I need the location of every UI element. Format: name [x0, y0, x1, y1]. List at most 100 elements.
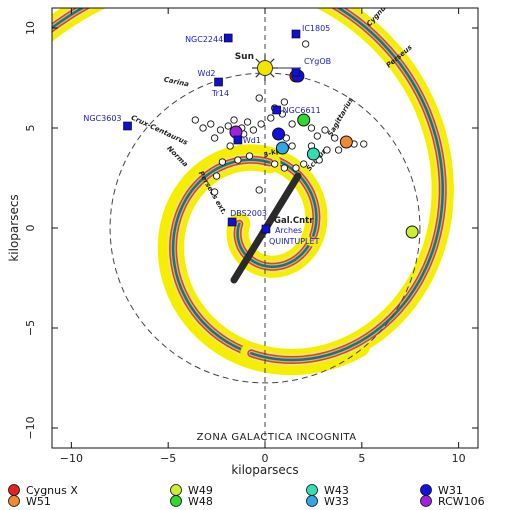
region-point-28: [280, 164, 289, 172]
sun-ray-3: [255, 73, 260, 78]
region-point-20: [300, 160, 308, 168]
region-point-9: [267, 114, 275, 122]
region-point-23: [245, 152, 254, 160]
object-label-wd2: Wd2: [197, 69, 215, 78]
object-label-ngc6611: NGC6611: [283, 106, 321, 115]
legend-marker-7: [420, 495, 432, 507]
object-marker-dbs2003: [227, 217, 237, 227]
region-point-5: [211, 134, 219, 142]
series-point-3-0: [297, 113, 311, 127]
object-marker-cygob: [291, 67, 301, 77]
region-point-7: [249, 126, 258, 134]
region-point-13: [313, 132, 321, 140]
object-marker-ngc3603: [123, 121, 132, 131]
region-point-15: [331, 134, 339, 142]
object-label-wd1: Wd1: [243, 136, 261, 145]
sun-marker: [257, 60, 273, 76]
legend-marker-6: [420, 484, 432, 496]
region-point-14: [321, 126, 329, 134]
x-tick-label-4: 10: [452, 452, 466, 465]
sun-ray-7: [270, 58, 275, 63]
object-label-dbs2003: DBS2003: [230, 209, 267, 218]
x-tick-label-0: −10: [60, 452, 83, 465]
object-label-ic1805: IC1805: [302, 24, 330, 33]
region-point-26: [212, 172, 221, 180]
incognita-banner: ZONA GALACTICA INCOGNITA: [197, 432, 357, 443]
legend-label-1: W51: [26, 495, 51, 508]
legend-label-0: Cygnus X: [26, 484, 78, 497]
region-point-38: [191, 116, 199, 124]
series-point-5-0: [275, 141, 289, 155]
object-label-cygob: CYgOB: [304, 57, 331, 66]
region-point-37: [199, 124, 207, 132]
legend-marker-4: [306, 484, 318, 496]
region-point-41: [226, 142, 234, 150]
object-marker-wd1: [233, 135, 243, 145]
y-tick-label-2: 0: [24, 225, 37, 232]
region-point-12: [307, 124, 316, 132]
region-point-36: [207, 120, 215, 128]
region-point-2: [230, 116, 238, 124]
region-point-27: [271, 160, 279, 168]
legend-label-2: W49: [188, 484, 213, 497]
region-point-11: [288, 120, 296, 128]
series-point-4-0: [306, 147, 320, 161]
sun-label: Sun: [235, 52, 254, 62]
region-point-29: [255, 186, 263, 194]
region-point-1: [224, 122, 232, 130]
series-point-1-0: [339, 135, 353, 149]
object-label-quintuplet: QUINTUPLET: [269, 237, 320, 246]
galactic-center-label: Gal.Cntr: [274, 216, 314, 226]
y-tick-label-0: −10: [24, 416, 37, 439]
region-point-34: [323, 146, 331, 154]
region-point-17: [360, 140, 368, 148]
region-point-25: [218, 158, 227, 166]
x-axis-title: kiloparsecs: [231, 463, 298, 477]
object-marker-wd2: [214, 77, 223, 87]
legend-marker-5: [306, 495, 318, 507]
legend-label-3: W48: [188, 495, 213, 508]
x-tick-label-3: 5: [358, 452, 365, 465]
legend-marker-0: [8, 484, 20, 496]
legend-label-6: W31: [438, 484, 463, 497]
legend-marker-2: [170, 484, 182, 496]
region-point-8: [257, 120, 265, 128]
region-point-40: [334, 146, 343, 154]
object-marker-arches: [261, 224, 271, 234]
legend-marker-3: [170, 495, 182, 507]
sun-ray-5: [255, 58, 260, 63]
region-point-21: [292, 164, 300, 172]
region-point-24: [234, 156, 242, 164]
object-label-ngc3603: NGC3603: [83, 114, 121, 123]
x-tick-label-2: 0: [262, 452, 269, 465]
spiral-arm-4-layer-5: [52, 8, 444, 362]
y-tick-label-4: 10: [24, 21, 37, 35]
region-point-32: [280, 98, 289, 106]
legend-marker-1: [8, 495, 20, 507]
legend-label-4: W43: [324, 484, 349, 497]
y-axis-title: kiloparsecs: [7, 194, 21, 261]
sun-ray-1: [270, 73, 275, 78]
spiral-arms: [52, 8, 454, 376]
series-point-2-0: [405, 225, 419, 239]
solar-circle: [109, 72, 421, 384]
object-label-ngc2244: NGC2244: [185, 35, 223, 44]
x-tick-label-1: −5: [160, 452, 176, 465]
region-point-30: [211, 188, 219, 196]
region-point-19: [288, 142, 296, 150]
region-point-35: [302, 40, 310, 48]
object-marker-ic1805: [291, 29, 301, 39]
object-label-arches: Arches: [275, 226, 302, 235]
y-tick-label-1: −5: [24, 320, 37, 336]
object-label-tr14: Tr14: [211, 89, 229, 98]
series-point-6-1: [272, 127, 286, 141]
object-marker-ngc2244: [223, 33, 233, 43]
legend-label-5: W33: [324, 495, 349, 508]
region-point-4: [243, 118, 252, 126]
y-tick-label-3: 5: [24, 125, 37, 132]
legend-label-7: RCW106: [438, 495, 485, 508]
region-point-0: [216, 126, 225, 134]
region-point-33: [255, 94, 263, 102]
